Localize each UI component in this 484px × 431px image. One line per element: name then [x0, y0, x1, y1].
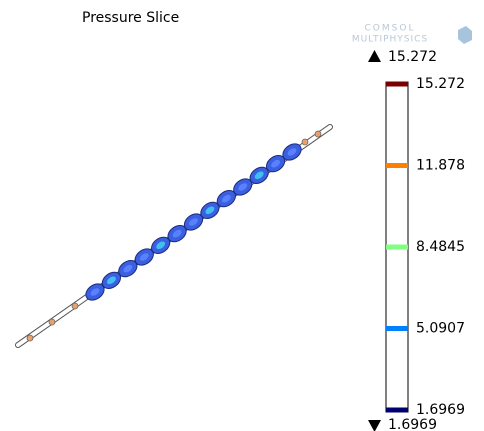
chart-title: Pressure Slice: [82, 10, 179, 26]
connector: [315, 131, 321, 137]
colorbar-tick-label: 11.878: [416, 158, 465, 174]
logo-text: COMSOL: [365, 24, 416, 34]
chart: Pressure Slice COMSOL MULTIPHYSICS 15.27…: [0, 0, 484, 431]
geometry: [18, 127, 330, 345]
page: {"chart_data":{"type":"slice","title":"P…: [0, 0, 484, 431]
logo-icon: [458, 26, 472, 44]
logo-text: MULTIPHYSICS: [352, 35, 428, 45]
colorbar-tick-label: 1.6969: [416, 402, 465, 418]
connector: [302, 139, 308, 145]
colorbar-tick-label: 5.0907: [416, 320, 465, 336]
connector: [72, 303, 78, 309]
min-arrow: [368, 420, 381, 431]
colorbar-tick-label: 8.4845: [416, 239, 465, 255]
max-label: 15.272: [388, 49, 437, 65]
min-label: 1.6969: [388, 417, 437, 431]
connector: [27, 335, 33, 341]
colorbar-tick-label: 15.272: [416, 76, 465, 92]
connector: [49, 319, 55, 325]
max-arrow: [368, 50, 381, 62]
